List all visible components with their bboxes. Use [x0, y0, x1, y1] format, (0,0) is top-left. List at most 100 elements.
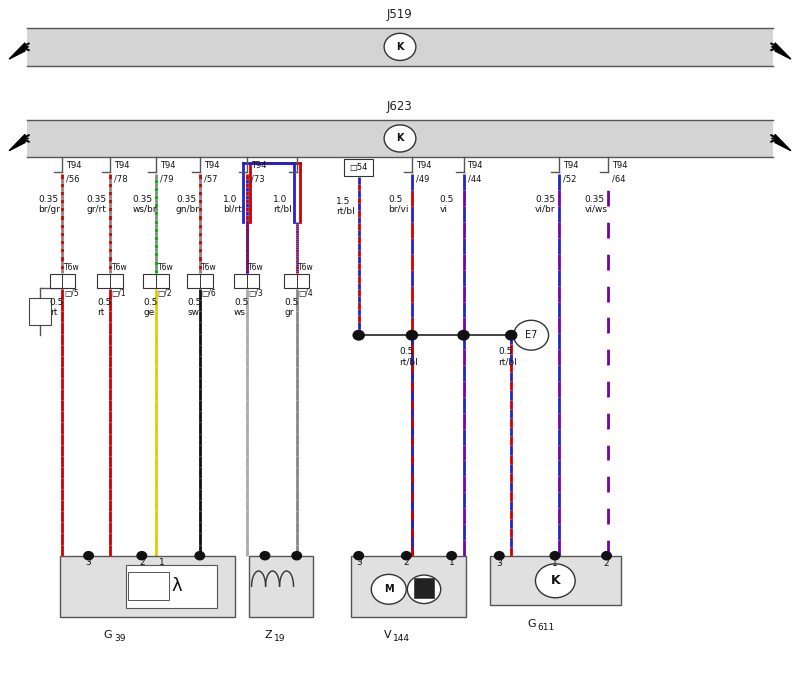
Text: □/2: □/2: [158, 289, 172, 298]
Text: /73: /73: [250, 174, 264, 183]
Bar: [60, 555, 234, 617]
Text: 0.35: 0.35: [38, 195, 58, 204]
Text: 0.5: 0.5: [234, 298, 248, 307]
Circle shape: [514, 320, 549, 350]
Circle shape: [84, 551, 94, 560]
Circle shape: [292, 551, 302, 560]
Text: G: G: [104, 631, 113, 640]
Text: K: K: [396, 133, 404, 144]
Bar: [187, 274, 213, 288]
Circle shape: [602, 551, 611, 560]
Text: gr: gr: [284, 308, 294, 317]
Bar: [98, 274, 122, 288]
Circle shape: [402, 551, 411, 560]
Polygon shape: [775, 43, 791, 59]
Text: T94: T94: [160, 161, 175, 170]
Text: 1.0: 1.0: [273, 195, 287, 204]
Bar: [128, 573, 169, 600]
Text: T6w: T6w: [298, 263, 314, 272]
Text: ws/br: ws/br: [132, 205, 157, 214]
Text: ge: ge: [143, 308, 154, 317]
Text: Z: Z: [265, 631, 273, 640]
Bar: [344, 159, 373, 176]
Text: /78: /78: [114, 174, 128, 183]
Bar: [26, 120, 774, 157]
Text: 2: 2: [139, 558, 145, 568]
Text: gn/br: gn/br: [176, 205, 200, 214]
Bar: [249, 555, 313, 617]
Circle shape: [137, 551, 146, 560]
Bar: [414, 578, 434, 598]
Text: K: K: [396, 42, 404, 52]
Text: 0.5: 0.5: [50, 298, 64, 307]
Text: rt/bl: rt/bl: [498, 358, 518, 367]
Text: T94: T94: [250, 161, 266, 170]
Text: 1: 1: [449, 558, 454, 568]
Text: /49: /49: [416, 174, 430, 183]
Text: 1.5: 1.5: [337, 197, 351, 206]
Text: □/4: □/4: [298, 289, 313, 298]
Text: 0.5: 0.5: [498, 347, 513, 356]
Text: 1: 1: [158, 558, 165, 568]
Text: □/5: □/5: [64, 289, 78, 298]
Polygon shape: [9, 134, 25, 150]
Circle shape: [406, 330, 418, 340]
Text: 0.5: 0.5: [143, 298, 158, 307]
Text: K: K: [550, 575, 560, 588]
Text: T94: T94: [612, 161, 628, 170]
Text: 3: 3: [356, 558, 362, 568]
Bar: [26, 28, 774, 66]
Text: 0.35: 0.35: [132, 195, 152, 204]
Text: □/1: □/1: [112, 289, 126, 298]
Text: T94: T94: [467, 161, 483, 170]
Circle shape: [506, 330, 517, 340]
Circle shape: [384, 34, 416, 60]
Text: T94: T94: [66, 161, 82, 170]
Text: G: G: [527, 619, 536, 629]
Text: 1.0: 1.0: [223, 195, 238, 204]
Text: rt/bl: rt/bl: [337, 207, 355, 215]
Text: 3: 3: [497, 559, 502, 568]
Bar: [350, 555, 466, 617]
Text: 611: 611: [538, 623, 554, 632]
Text: 0.35: 0.35: [535, 195, 555, 204]
Text: rt/bl: rt/bl: [399, 358, 418, 367]
Bar: [29, 298, 51, 325]
Text: T6w: T6w: [248, 263, 264, 272]
Text: 19: 19: [274, 634, 286, 644]
Text: 0.35: 0.35: [86, 195, 106, 204]
Circle shape: [550, 551, 560, 560]
Text: V: V: [383, 631, 391, 640]
Text: /57: /57: [204, 174, 218, 183]
Text: /52: /52: [563, 174, 576, 183]
Text: λ: λ: [171, 577, 182, 595]
Text: 0.5: 0.5: [440, 195, 454, 204]
Text: T94: T94: [563, 161, 578, 170]
Circle shape: [407, 575, 441, 603]
Text: vi/ws: vi/ws: [584, 205, 607, 214]
Text: rt: rt: [50, 308, 57, 317]
Text: □/3: □/3: [248, 289, 263, 298]
Bar: [490, 556, 621, 605]
Text: br/vi: br/vi: [388, 205, 409, 214]
Text: 0.35: 0.35: [584, 195, 605, 204]
Text: □54: □54: [350, 163, 368, 172]
Circle shape: [458, 330, 469, 340]
Text: J519: J519: [387, 8, 413, 21]
Bar: [284, 274, 310, 288]
Text: □/6: □/6: [202, 289, 216, 298]
Text: 144: 144: [393, 634, 410, 644]
Circle shape: [353, 330, 364, 340]
Text: 3: 3: [86, 558, 91, 568]
Text: J623: J623: [387, 100, 413, 113]
Text: /64: /64: [612, 174, 626, 183]
Circle shape: [535, 564, 575, 598]
Text: rt/bl: rt/bl: [273, 205, 292, 214]
Text: E7: E7: [525, 330, 538, 340]
Text: br/gr: br/gr: [38, 205, 61, 214]
Circle shape: [260, 551, 270, 560]
Text: /44: /44: [467, 174, 481, 183]
Text: 0.5: 0.5: [284, 298, 298, 307]
Circle shape: [195, 551, 205, 560]
Text: 2: 2: [403, 558, 409, 568]
